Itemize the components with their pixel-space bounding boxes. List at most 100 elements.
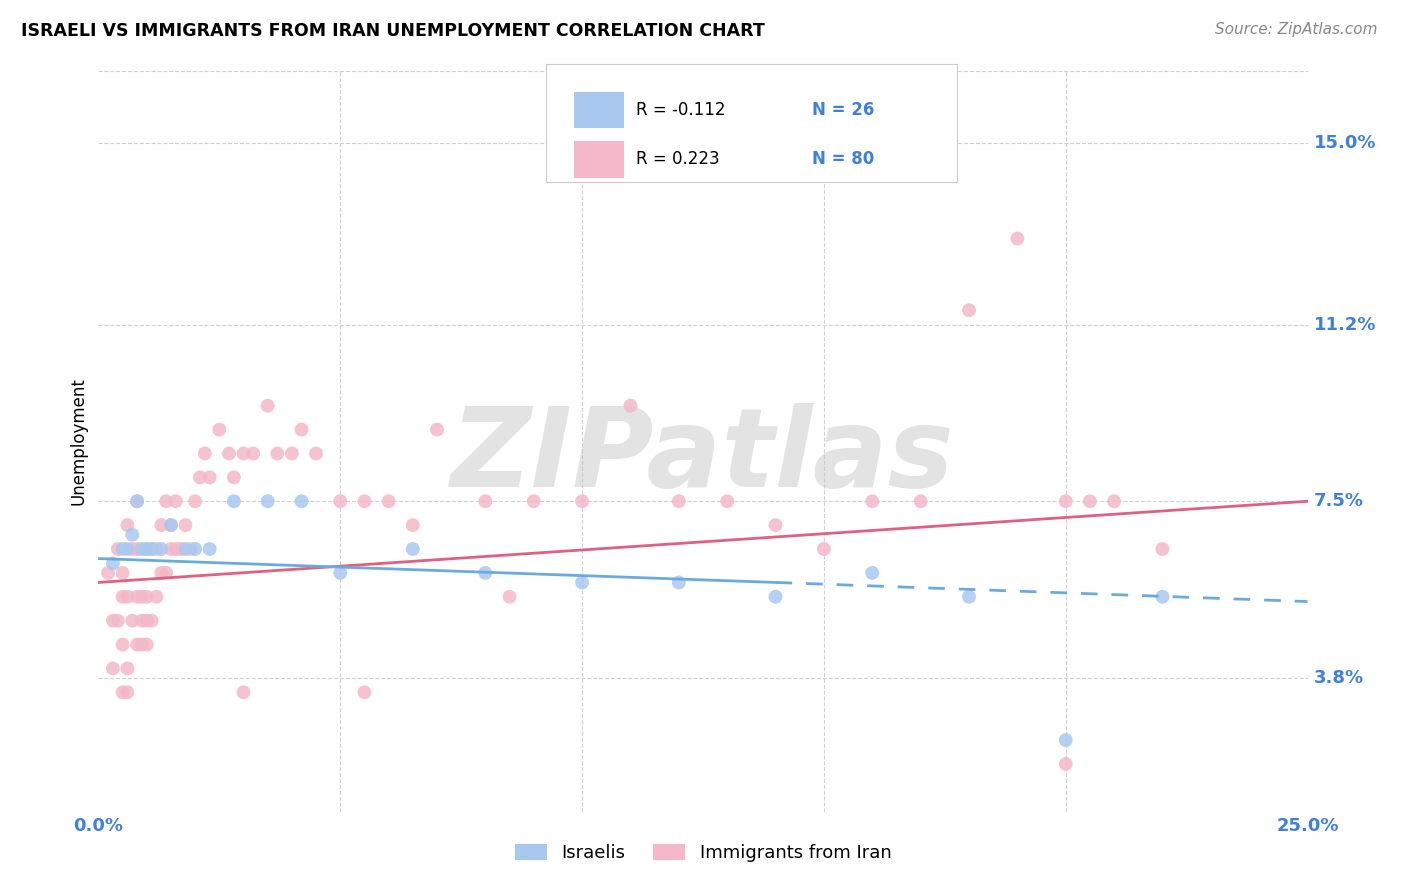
Text: N = 80: N = 80 — [811, 151, 875, 169]
Point — [619, 399, 641, 413]
Point — [305, 446, 328, 460]
Point — [222, 494, 245, 508]
Point — [117, 661, 139, 675]
Point — [160, 541, 183, 556]
Point — [571, 575, 593, 590]
Point — [117, 685, 139, 699]
Point — [141, 541, 163, 556]
Point — [135, 541, 157, 556]
Text: 15.0%: 15.0% — [1313, 134, 1376, 152]
Point — [198, 470, 221, 484]
Point — [329, 494, 352, 508]
Point — [160, 518, 183, 533]
Point — [1054, 756, 1077, 771]
Point — [127, 590, 149, 604]
Point — [127, 638, 149, 652]
Point — [1078, 494, 1101, 508]
Point — [188, 470, 211, 484]
Point — [141, 614, 163, 628]
Point — [111, 541, 134, 556]
Point — [668, 494, 690, 508]
Point — [910, 494, 932, 508]
Point — [145, 541, 167, 556]
Point — [121, 614, 143, 628]
Point — [135, 541, 157, 556]
Point — [353, 494, 375, 508]
Text: ZIPatlas: ZIPatlas — [451, 403, 955, 510]
Point — [150, 518, 173, 533]
Point — [97, 566, 120, 580]
Point — [208, 423, 231, 437]
Point — [127, 541, 149, 556]
Point — [155, 566, 177, 580]
Point — [127, 494, 149, 508]
Point — [1054, 733, 1077, 747]
Point — [174, 541, 197, 556]
Point — [353, 685, 375, 699]
Point — [150, 566, 173, 580]
Point — [121, 541, 143, 556]
Point — [165, 494, 187, 508]
Point — [290, 423, 312, 437]
Point — [117, 518, 139, 533]
Point — [111, 685, 134, 699]
Text: R = -0.112: R = -0.112 — [637, 101, 725, 119]
Point — [135, 614, 157, 628]
Point — [101, 661, 124, 675]
Text: 7.5%: 7.5% — [1313, 492, 1364, 510]
Point — [131, 590, 153, 604]
Legend: Israelis, Immigrants from Iran: Israelis, Immigrants from Iran — [508, 837, 898, 870]
Point — [131, 638, 153, 652]
Text: 3.8%: 3.8% — [1313, 669, 1364, 687]
Point — [1007, 231, 1029, 245]
Point — [256, 494, 278, 508]
Point — [426, 423, 449, 437]
Point — [281, 446, 304, 460]
Point — [765, 590, 787, 604]
Point — [1152, 541, 1174, 556]
Point — [813, 541, 835, 556]
Point — [135, 638, 157, 652]
Point — [474, 566, 496, 580]
Point — [117, 590, 139, 604]
Point — [218, 446, 240, 460]
Text: ISRAELI VS IMMIGRANTS FROM IRAN UNEMPLOYMENT CORRELATION CHART: ISRAELI VS IMMIGRANTS FROM IRAN UNEMPLOY… — [21, 22, 765, 40]
Point — [860, 494, 883, 508]
Point — [111, 590, 134, 604]
Point — [329, 566, 352, 580]
Point — [668, 575, 690, 590]
Point — [498, 590, 520, 604]
Point — [101, 557, 124, 571]
Point — [117, 541, 139, 556]
Point — [957, 303, 980, 318]
Point — [222, 470, 245, 484]
Point — [141, 541, 163, 556]
Point — [145, 590, 167, 604]
Point — [194, 446, 217, 460]
Y-axis label: Unemployment: Unemployment — [69, 377, 87, 506]
Point — [184, 494, 207, 508]
Point — [111, 566, 134, 580]
Text: R = 0.223: R = 0.223 — [637, 151, 720, 169]
Point — [1152, 590, 1174, 604]
Text: N = 26: N = 26 — [811, 101, 875, 119]
Text: Source: ZipAtlas.com: Source: ZipAtlas.com — [1215, 22, 1378, 37]
Point — [523, 494, 546, 508]
Point — [377, 494, 399, 508]
Point — [160, 518, 183, 533]
Point — [184, 541, 207, 556]
Point — [716, 494, 738, 508]
Point — [266, 446, 288, 460]
Point — [957, 590, 980, 604]
Point — [179, 541, 201, 556]
Point — [232, 685, 254, 699]
Point — [232, 446, 254, 460]
Point — [256, 399, 278, 413]
Point — [1054, 494, 1077, 508]
Point — [242, 446, 264, 460]
Point — [860, 566, 883, 580]
Point — [135, 590, 157, 604]
FancyBboxPatch shape — [574, 92, 624, 128]
Point — [107, 541, 129, 556]
Point — [101, 614, 124, 628]
